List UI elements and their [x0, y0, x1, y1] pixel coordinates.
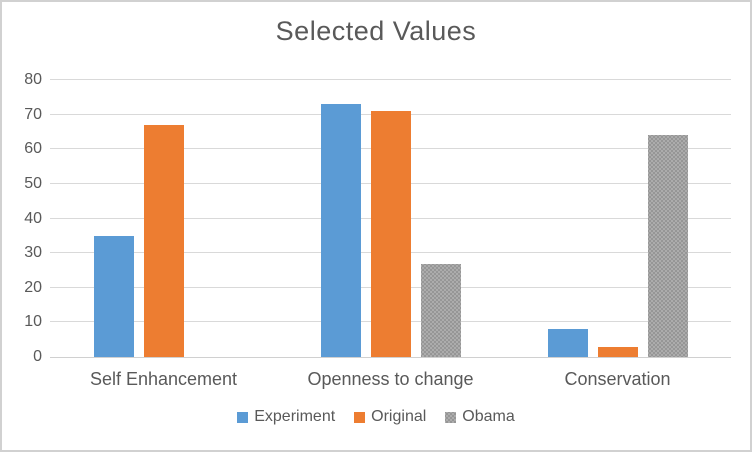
legend: Experiment Original Obama [2, 408, 750, 426]
category-label-self-enhancement: Self Enhancement [89, 369, 238, 389]
y-tick-label: 40 [24, 209, 42, 227]
y-tick-label: 50 [24, 174, 42, 192]
legend-label: Original [371, 408, 427, 425]
y-tick-label: 60 [24, 140, 42, 158]
bar-original-openness-to-change [371, 111, 411, 357]
legend-item-obama: Obama [445, 408, 515, 426]
category-label-conservation: Conservation [564, 369, 671, 389]
y-tick-label: 10 [24, 313, 42, 331]
plot-area [50, 79, 731, 358]
y-tick-label: 70 [24, 105, 42, 123]
chart-title: Selected Values [275, 16, 477, 46]
gridline [50, 79, 731, 80]
legend-swatch-icon [445, 411, 457, 423]
legend-swatch-icon [237, 411, 249, 423]
bar-original-conservation [598, 347, 638, 357]
legend-swatch-icon [354, 411, 366, 423]
bar-original-self-enhancement [144, 125, 184, 357]
legend-label: Experiment [254, 408, 336, 425]
legend-item-experiment: Experiment [237, 408, 335, 426]
bar-experiment-conservation [548, 329, 588, 357]
legend-label: Obama [462, 408, 515, 425]
x-axis-line [50, 357, 731, 358]
y-tick-label: 0 [33, 348, 42, 365]
bar-experiment-self-enhancement [94, 236, 134, 357]
y-tick-label: 30 [24, 244, 42, 262]
bar-experiment-openness-to-change [321, 104, 361, 357]
legend-item-original: Original [354, 408, 426, 426]
category-label-openness-to-change: Openness to change [307, 369, 474, 389]
y-tick-label: 80 [24, 71, 42, 88]
bar-obama-conservation [648, 135, 688, 357]
bar-obama-openness-to-change [421, 264, 461, 357]
y-tick-label: 20 [24, 278, 42, 296]
